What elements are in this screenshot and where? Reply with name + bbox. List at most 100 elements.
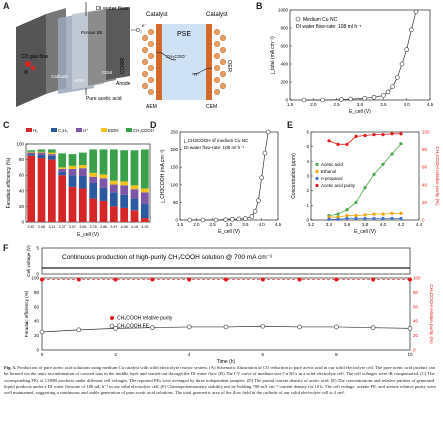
b-ytick-label: 600: [280, 44, 288, 49]
label-oer: OER: [226, 60, 232, 72]
c-bar-segment: [68, 168, 77, 176]
b-point: [362, 95, 367, 101]
c-bar-segment: [109, 206, 118, 222]
e-point: [336, 212, 340, 216]
f-legend-1: CH₃COOH relative purity: [117, 316, 173, 322]
e-point: [354, 216, 358, 221]
d-point: [213, 217, 219, 223]
b-xtick-label: 3.5: [380, 102, 387, 107]
e-legend-marker: [315, 183, 319, 188]
e-point: [345, 208, 349, 212]
f-xtick-label: 0: [41, 352, 44, 357]
e-point: [399, 132, 403, 136]
f-legend-marker-2: [109, 323, 115, 329]
d-xtick-label: 2.0: [193, 222, 200, 227]
c-legend-label: EtOH: [108, 128, 119, 133]
c-bar-segment: [120, 150, 129, 182]
d-point: [256, 198, 261, 203]
c-bar-segment: [89, 172, 98, 177]
c-bar-segment: [89, 198, 98, 222]
c-bar-segment: [140, 192, 149, 205]
f-fe-point: [39, 329, 45, 335]
b-point: [413, 9, 419, 15]
c-legend-label: C₂H₄: [58, 128, 68, 133]
d-xlabel: E_cell (V): [218, 229, 240, 235]
f-fe-point: [407, 326, 413, 331]
c-bar-segment: [109, 192, 118, 207]
c-bar-segment: [68, 154, 77, 166]
c-xtick-label: 4.16: [131, 225, 138, 229]
f-purity-point: [113, 277, 118, 282]
c-bar-segment: [37, 149, 46, 152]
d-point: [259, 175, 264, 181]
c-bar-segment: [130, 185, 139, 190]
c-legend-swatch: [101, 128, 107, 132]
b-xtick-label: 2.0: [310, 102, 317, 107]
c-bar-segment: [99, 200, 108, 222]
c-ytick-label: 40: [19, 188, 25, 193]
label-o2: O₂: [136, 28, 142, 34]
f-ytick-bottom-label: 80: [34, 290, 40, 295]
e-ylabel: Concentration (ppm): [291, 153, 297, 199]
f-purity-point: [260, 277, 265, 282]
f-fe-point: [186, 324, 192, 330]
panel-d-chart: 1.5 2.0 2.5 3.0 3.5 4.0 4.5 0 50 100 150 200 250 E_ce…: [160, 129, 282, 236]
c-bar-segment: [78, 175, 87, 189]
e-legend-label: Acetic acid purity: [321, 183, 356, 188]
c-bar-segment: [99, 174, 108, 179]
label-product: Pure acetic acid: [86, 96, 122, 102]
c-legend-swatch: [126, 128, 132, 132]
f-ytick-top-label: 0: [36, 272, 39, 277]
c-xtick-label: 3.37: [59, 225, 66, 229]
label-pse: PSE: [177, 31, 191, 38]
e-point: [345, 214, 349, 218]
label-hplus: H⁺: [194, 72, 200, 77]
d-point: [187, 217, 193, 223]
d-point: [265, 129, 271, 135]
c-bar-segment: [140, 218, 149, 222]
c-bar-segment: [140, 188, 149, 193]
d-ytick-label: 0: [175, 218, 178, 223]
e-ytick-label: 0: [306, 218, 309, 223]
c-bar-segment: [27, 150, 36, 152]
b-ylabel: j_total (mA cm⁻²): [270, 36, 276, 75]
f-purity-point: [371, 277, 376, 282]
c-bar-segment: [37, 151, 46, 153]
d-xtick-label: 3.0: [226, 222, 233, 227]
c-legend-label: CH₃COOH: [133, 128, 154, 133]
b-point: [390, 84, 395, 89]
label-anode: Anode: [116, 81, 131, 87]
c-bar-segment: [130, 210, 139, 222]
label-aem-bottom: AEM: [146, 104, 157, 110]
e-point: [399, 211, 403, 215]
caption-label: Fig. 3.: [4, 365, 17, 370]
b-point: [339, 97, 344, 102]
e-point: [399, 216, 403, 221]
panel-a-letter: A: [3, 1, 10, 11]
label-cem: CEM: [102, 70, 112, 75]
e-ytick-right-label: 40: [422, 182, 428, 187]
label-water-flow: DI water flow: [96, 6, 128, 12]
c-xtick-label: 4.08: [121, 225, 128, 229]
c-bar-segment: [140, 149, 149, 189]
c-xtick-label: 4.25: [141, 225, 148, 229]
c-xtick-label: 3.86: [100, 225, 107, 229]
b-point: [404, 47, 409, 52]
b-ytick-label: 800: [280, 26, 288, 31]
e-point: [363, 133, 367, 138]
c-bar-segment: [99, 187, 108, 201]
e-ytick-label: 2: [306, 188, 309, 193]
c-bar-segment: [58, 167, 67, 169]
b-point: [381, 93, 386, 98]
e-point: [345, 142, 349, 146]
b-xtick-label: 1.5: [287, 102, 294, 107]
f-legend-marker-1: [110, 316, 114, 320]
c-frame: [25, 143, 151, 223]
d-legend-2: DI water flow-rate: 108 ml h⁻¹: [184, 145, 245, 150]
c-legend-swatch: [26, 128, 32, 132]
f-purity-point: [224, 277, 228, 282]
c-bar-segment: [37, 152, 46, 155]
b-point: [385, 89, 391, 95]
c-bar-segment: [99, 149, 108, 175]
d-ytick-label: 150: [170, 165, 178, 170]
